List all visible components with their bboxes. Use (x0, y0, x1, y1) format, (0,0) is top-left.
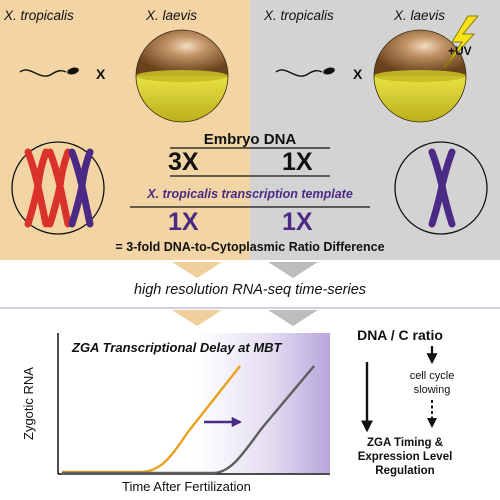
left-down-chevron-top (172, 262, 222, 278)
chromosome-icon-purple-right (428, 148, 456, 228)
right-down-chevron-top (268, 262, 318, 278)
chart-x-label: Time After Fertilization (122, 479, 251, 494)
chromosome-icon-red-2 (46, 148, 72, 228)
left-cross-symbol: X (96, 66, 106, 82)
chart-y-label: Zygotic RNA (20, 367, 36, 440)
sperm-icon-left (19, 67, 79, 77)
chromosome-circle-right (394, 141, 488, 235)
left-down-chevron-bottom (172, 310, 222, 326)
right-down-chevron-bottom (268, 310, 318, 326)
model-outcome-line-1: ZGA Timing & (366, 437, 444, 449)
ratio-note: = 3-fold DNA-to-Cytoplasmic Ratio Differ… (115, 240, 385, 254)
lightning-bolt-icon (443, 15, 480, 69)
embryo-dna-header: Embryo DNA (203, 131, 297, 148)
left-species-laevis-label: X. laevis (146, 8, 198, 23)
chart-shaded-region (196, 333, 330, 473)
model-title: DNA / C ratio (357, 327, 443, 343)
sperm-icon-right (275, 67, 335, 77)
right-species-tropicalis-label: X. tropicalis (264, 8, 334, 23)
uv-label: +UV (448, 44, 472, 58)
method-label: high resolution RNA-seq time-series (133, 282, 367, 298)
template-left-value: 1X (168, 208, 199, 236)
chromosome-icon-purple-left (68, 148, 94, 228)
egg-icon-left (135, 29, 229, 123)
gray-curve (62, 365, 315, 475)
right-species-laevis-label: X. laevis (394, 8, 446, 23)
chart-title: ZGA Transcriptional Delay at MBT (72, 340, 282, 355)
model-middle-line-2: slowing (413, 384, 451, 396)
dna-left-value: 3X (168, 148, 199, 176)
dna-right-value: 1X (282, 148, 313, 176)
chromosome-icon-red-1 (24, 148, 50, 228)
template-right-value: 1X (282, 208, 313, 236)
egg-icon-right (373, 29, 467, 123)
right-panel-background (250, 0, 500, 260)
left-species-tropicalis-label: X. tropicalis (4, 8, 74, 23)
model-middle-text: cell cycle slowing (392, 369, 472, 397)
model-outcome-text: ZGA Timing & Expression Level Regulation (330, 436, 480, 478)
model-middle-line-1: cell cycle (409, 370, 455, 382)
chromosome-circle-left (11, 141, 105, 235)
template-label: X. tropicalis transcription template (147, 187, 353, 201)
right-cross-symbol: X (353, 66, 363, 82)
model-outcome-line-2: Expression Level (357, 451, 453, 463)
model-outcome-line-3: Regulation (375, 465, 435, 477)
